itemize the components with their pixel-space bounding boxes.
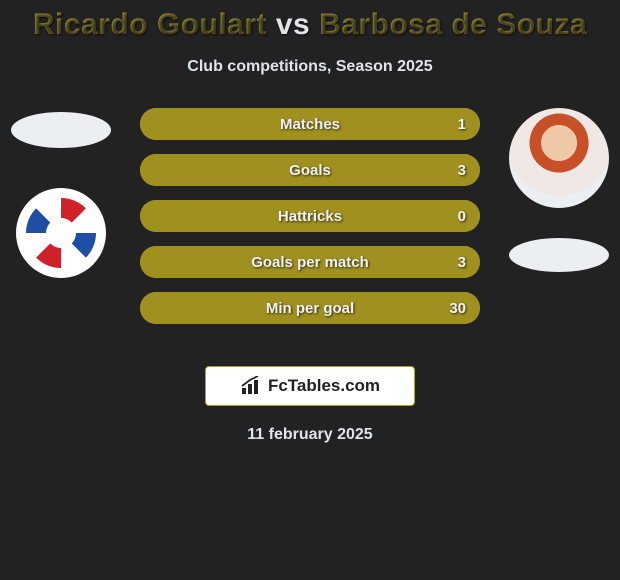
footer-logo-text: FcTables.com — [268, 376, 380, 396]
chart-icon — [240, 376, 264, 396]
stat-value-right: 1 — [458, 116, 466, 133]
stat-value-right: 3 — [458, 254, 466, 271]
stat-label: Matches — [280, 116, 340, 133]
stat-label: Goals — [289, 162, 331, 179]
footer-logo: FcTables.com — [205, 366, 415, 406]
stats-bars: Matches 1 Goals 3 Hattricks 0 Goals per match 3… — [140, 108, 480, 324]
stat-label: Hattricks — [278, 208, 342, 225]
stat-bar: Hattricks 0 — [140, 200, 480, 232]
stat-label: Min per goal — [266, 300, 354, 317]
stat-bar: Min per goal 30 — [140, 292, 480, 324]
title-vs: vs — [276, 8, 310, 41]
left-player-avatar-placeholder — [11, 112, 111, 148]
comparison-content: Matches 1 Goals 3 Hattricks 0 Goals per match 3… — [0, 108, 620, 348]
stat-bar: Goals 3 — [140, 154, 480, 186]
stat-value-right: 30 — [449, 300, 466, 317]
stat-bar: Goals per match 3 — [140, 246, 480, 278]
title-player1: Ricardo Goulart — [33, 8, 267, 41]
right-player-column — [504, 108, 614, 272]
subtitle: Club competitions, Season 2025 — [0, 58, 620, 76]
right-player-avatar — [509, 108, 609, 208]
stat-value-right: 0 — [458, 208, 466, 225]
title-player2: Barbosa de Souza — [319, 8, 587, 41]
header: Ricardo Goulart vs Barbosa de Souza Club… — [0, 0, 620, 80]
left-player-club-badge — [16, 188, 106, 278]
stat-value-right: 3 — [458, 162, 466, 179]
left-player-column — [6, 108, 116, 278]
page-title: Ricardo Goulart vs Barbosa de Souza — [0, 8, 620, 42]
stat-label: Goals per match — [251, 254, 369, 271]
right-player-club-badge-placeholder — [509, 238, 609, 272]
footer-date: 11 february 2025 — [0, 426, 620, 444]
stat-bar: Matches 1 — [140, 108, 480, 140]
